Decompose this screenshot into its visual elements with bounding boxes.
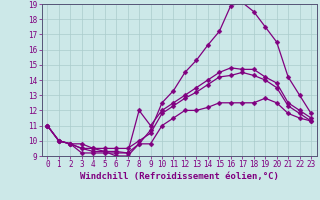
X-axis label: Windchill (Refroidissement éolien,°C): Windchill (Refroidissement éolien,°C): [80, 172, 279, 181]
